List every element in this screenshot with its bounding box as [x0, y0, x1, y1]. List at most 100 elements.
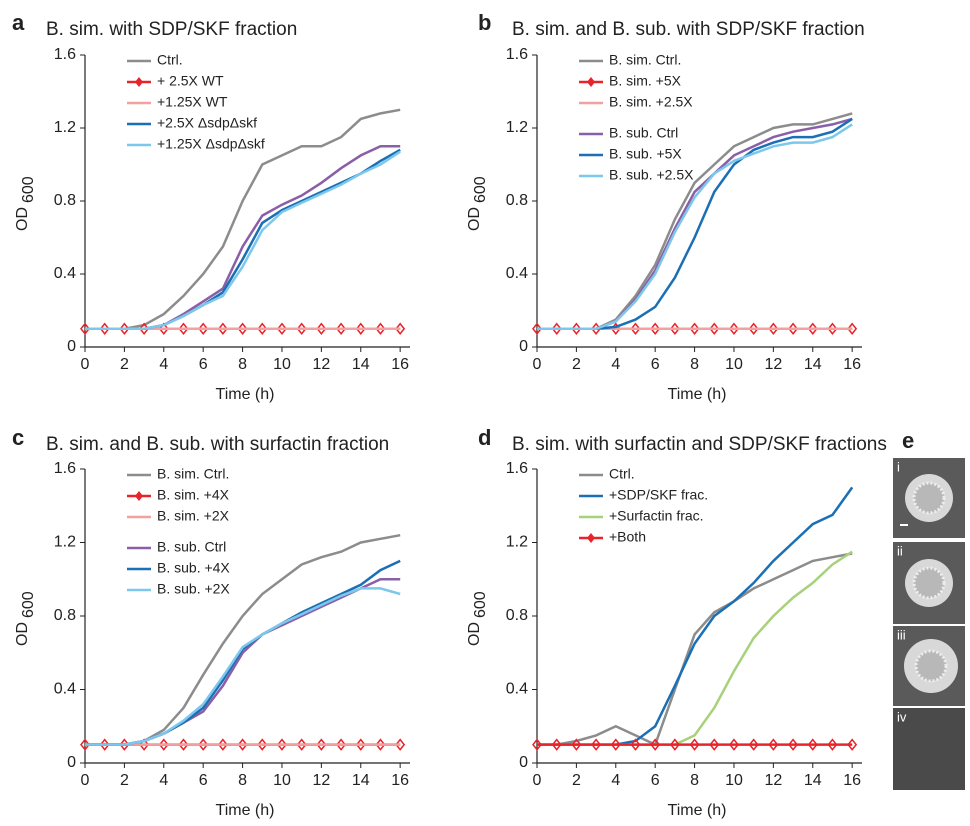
diamond-marker: [571, 322, 582, 335]
diamond-marker: [650, 738, 661, 751]
diamond-marker: [729, 322, 739, 335]
diamond-marker: [669, 738, 680, 751]
x-tick-label: 14: [804, 356, 822, 373]
x-tick-label: 12: [312, 356, 330, 373]
diamond-marker: [178, 322, 189, 335]
diamond-marker: [80, 738, 90, 751]
y-tick-label: 0.4: [506, 681, 528, 698]
legend-label: B. sub. Ctrl: [609, 125, 678, 141]
x-axis-label: Time (h): [216, 802, 275, 819]
y-tick-label: 0.8: [506, 192, 528, 209]
diamond-marker: [237, 738, 248, 751]
diamond-marker: [748, 738, 759, 751]
diamond-marker: [630, 738, 641, 751]
legend-label: B. sim. +2X: [157, 508, 230, 524]
y-tick-label: 1.6: [506, 46, 528, 63]
legend-label: +SDP/SKF frac.: [609, 487, 708, 503]
diamond-marker: [139, 738, 150, 751]
x-tick-label: 0: [81, 356, 90, 373]
legend-label: B. sim. +5X: [609, 73, 682, 89]
legend-diamond: [587, 533, 595, 543]
chart-title: B. sim. with SDP/SKF fraction: [46, 19, 297, 40]
y-tick-label: 0: [67, 754, 76, 771]
diamond-marker: [768, 322, 779, 335]
diamond-marker: [788, 738, 799, 751]
diamond-marker: [198, 738, 209, 751]
colony-image: [893, 708, 965, 790]
panel-letter: e: [902, 428, 914, 453]
x-tick-label: 6: [651, 772, 660, 789]
diamond-marker: [630, 322, 641, 335]
diamond-marker: [551, 738, 562, 751]
x-tick-label: 10: [725, 772, 743, 789]
diamond-marker: [198, 322, 209, 335]
image-label: ii: [897, 543, 903, 558]
y-tick-label: 1.2: [506, 534, 528, 551]
series-line: [537, 550, 853, 746]
panel-letter: b: [478, 10, 491, 35]
y-tick-label: 1.2: [54, 534, 76, 551]
series-line: [537, 112, 853, 331]
x-tick-label: 0: [533, 356, 542, 373]
diamond-marker: [296, 322, 307, 335]
colony-center: [912, 566, 946, 600]
x-tick-label: 16: [391, 356, 409, 373]
x-tick-label: 8: [238, 356, 247, 373]
diamond-marker: [375, 322, 386, 335]
y-axis-label: OD 600: [466, 176, 489, 231]
diamond-marker: [217, 322, 228, 335]
y-label-sub: 600: [20, 176, 37, 203]
series-line: [537, 117, 853, 331]
diamond-marker: [355, 322, 366, 335]
x-tick-label: 0: [81, 772, 90, 789]
x-tick-label: 8: [690, 356, 699, 373]
colony-center: [914, 649, 948, 683]
legend-label: +Surfactin frac.: [609, 508, 704, 524]
y-tick-label: 0.8: [54, 607, 76, 624]
x-tick-label: 14: [804, 772, 822, 789]
y-tick-label: 1.6: [506, 460, 528, 477]
y-tick-label: 1.2: [54, 119, 76, 136]
diamond-marker: [807, 322, 818, 335]
diamond-marker: [158, 738, 169, 751]
x-tick-label: 2: [120, 356, 129, 373]
y-tick-label: 0: [67, 338, 76, 355]
legend-label: B. sub. +2.5X: [609, 167, 694, 183]
x-tick-label: 12: [764, 772, 782, 789]
colony-center: [912, 481, 946, 515]
diamond-marker: [217, 738, 228, 751]
diamond-marker: [748, 322, 759, 335]
diamond-marker: [532, 322, 542, 335]
legend-label: B. sub. Ctrl: [157, 539, 226, 555]
diamond-marker: [257, 738, 268, 751]
y-tick-label: 0.8: [54, 192, 76, 209]
x-tick-label: 0: [533, 772, 542, 789]
diamond-marker: [827, 322, 838, 335]
series-line: [85, 145, 401, 331]
x-tick-label: 6: [651, 356, 660, 373]
diamond-marker: [610, 738, 621, 751]
x-tick-label: 4: [159, 356, 168, 373]
legend-diamond: [587, 77, 595, 87]
x-tick-label: 6: [199, 356, 208, 373]
diamond-marker: [571, 738, 582, 751]
x-tick-label: 2: [120, 772, 129, 789]
y-tick-label: 0.4: [506, 265, 528, 282]
diamond-marker: [237, 322, 248, 335]
x-tick-label: 14: [352, 772, 370, 789]
x-tick-label: 2: [572, 772, 581, 789]
x-tick-label: 10: [725, 356, 743, 373]
x-axis-label: Time (h): [668, 802, 727, 819]
image-label: iii: [897, 627, 906, 642]
series-line: [537, 552, 853, 747]
diamond-marker: [355, 738, 366, 751]
y-tick-label: 0: [519, 338, 528, 355]
y-axis-label: OD 600: [14, 176, 37, 231]
y-tick-label: 0.4: [54, 265, 76, 282]
series-line: [537, 123, 853, 331]
y-tick-label: 0.4: [54, 681, 76, 698]
panel-letter: a: [12, 10, 25, 35]
legend-diamond: [135, 491, 143, 501]
legend-label: B. sub. +5X: [609, 146, 682, 162]
